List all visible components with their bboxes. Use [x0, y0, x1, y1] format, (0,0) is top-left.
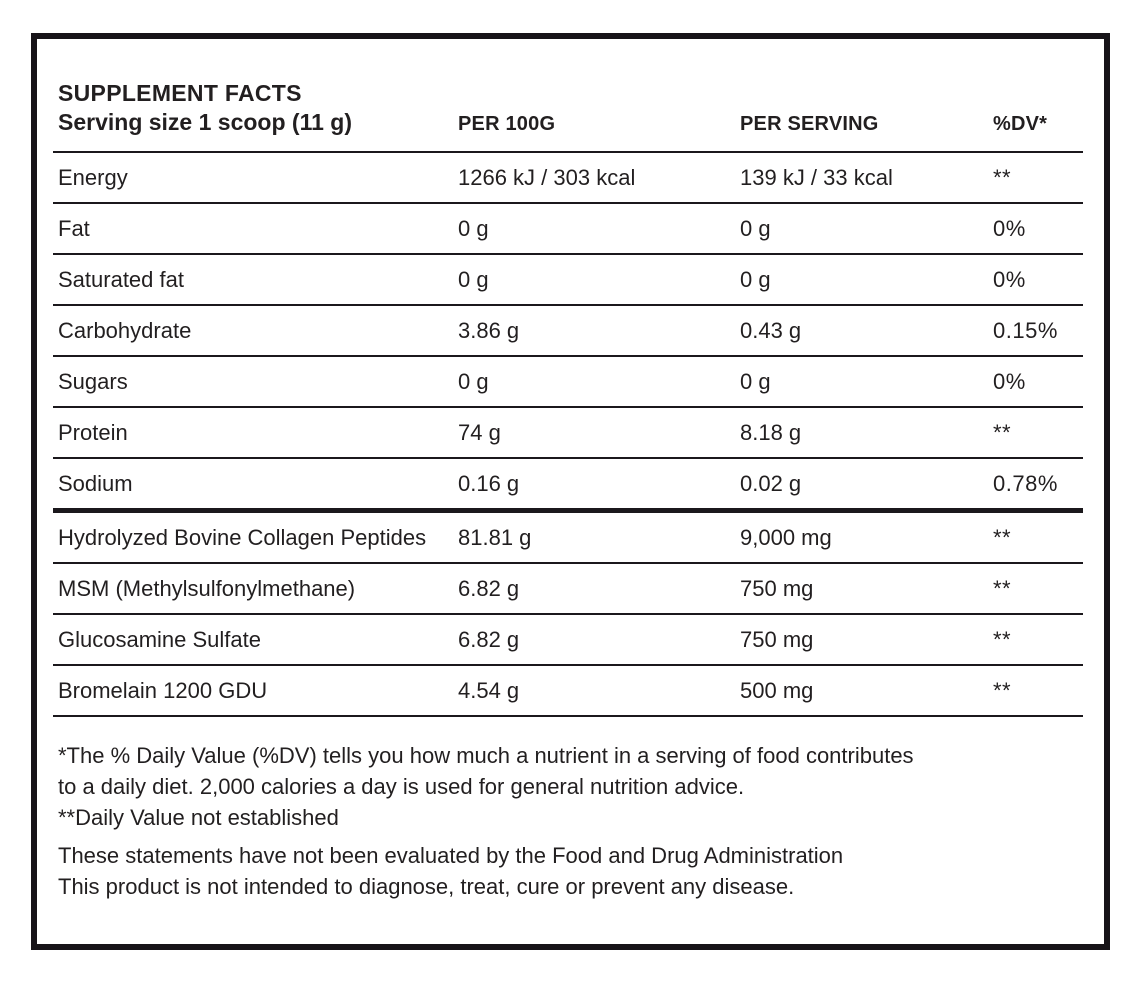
supplement-facts-label: SUPPLEMENT FACTS Serving size 1 scoop (1…	[31, 33, 1110, 950]
value-per-serving: 750 mg	[740, 626, 814, 652]
value-per-serving: 750 mg	[740, 575, 814, 601]
table-row: Fat 0 g 0 g 0%	[53, 204, 1083, 255]
footnote-line: This product is not intended to diagnose…	[58, 874, 795, 899]
value-per-100g: 3.86 g	[458, 317, 520, 343]
nutrient-name: Carbohydrate	[58, 317, 192, 343]
value-per-100g: 74 g	[458, 419, 501, 445]
table-header-row: Serving size 1 scoop (11 g) PER 100G PER…	[53, 109, 1083, 151]
value-per-100g: 0 g	[458, 215, 489, 241]
value-per-serving: 0 g	[740, 368, 771, 394]
nutrient-name: MSM (Methylsulfonylmethane)	[58, 575, 356, 601]
value-dv: **	[993, 164, 1012, 190]
column-header-per-serving: PER SERVING	[740, 113, 879, 135]
value-per-serving: 0.43 g	[740, 317, 802, 343]
nutrient-name: Bromelain 1200 GDU	[58, 677, 268, 703]
table-row: Hydrolyzed Bovine Collagen Peptides 81.8…	[53, 513, 1083, 564]
footnote-line: **Daily Value not established	[58, 805, 339, 830]
table-row: Bromelain 1200 GDU 4.54 g 500 mg **	[53, 666, 1083, 717]
value-dv: **	[993, 419, 1012, 445]
value-per-100g: 1266 kJ / 303 kcal	[458, 164, 636, 190]
value-dv: **	[993, 677, 1012, 703]
nutrient-name: Fat	[58, 215, 90, 241]
value-per-serving: 0.02 g	[740, 470, 802, 496]
table-row: Carbohydrate 3.86 g 0.43 g 0.15%	[53, 306, 1083, 357]
daily-value-footnote: *The % Daily Value (%DV) tells you how m…	[58, 740, 1083, 833]
table-row: Glucosamine Sulfate 6.82 g 750 mg **	[53, 615, 1083, 666]
serving-size: Serving size 1 scoop (11 g)	[58, 109, 352, 135]
nutrient-name: Glucosamine Sulfate	[58, 626, 261, 652]
table-row: Saturated fat 0 g 0 g 0%	[53, 255, 1083, 306]
facts-table: Energy 1266 kJ / 303 kcal 139 kJ / 33 kc…	[53, 151, 1083, 717]
fda-disclaimer: These statements have not been evaluated…	[58, 840, 1083, 902]
nutrient-name: Sodium	[58, 470, 133, 496]
column-header-dv: %DV*	[993, 113, 1048, 135]
value-per-100g: 0 g	[458, 368, 489, 394]
nutrient-name: Hydrolyzed Bovine Collagen Peptides	[58, 524, 427, 550]
footnote-line: These statements have not been evaluated…	[58, 843, 844, 868]
value-dv: 0%	[993, 266, 1026, 292]
table-row: Sugars 0 g 0 g 0%	[53, 357, 1083, 408]
value-per-serving: 139 kJ / 33 kcal	[740, 164, 893, 190]
value-per-100g: 6.82 g	[458, 626, 520, 652]
value-dv: **	[993, 626, 1012, 652]
nutrient-name: Sugars	[58, 368, 128, 394]
footnote-line: to a daily diet. 2,000 calories a day is…	[58, 774, 745, 799]
value-dv: **	[993, 575, 1012, 601]
nutrient-name: Saturated fat	[58, 266, 184, 292]
table-row: Protein 74 g 8.18 g **	[53, 408, 1083, 459]
nutrients-section: Energy 1266 kJ / 303 kcal 139 kJ / 33 kc…	[53, 151, 1083, 513]
value-per-serving: 8.18 g	[740, 419, 802, 445]
table-row: Energy 1266 kJ / 303 kcal 139 kJ / 33 kc…	[53, 153, 1083, 204]
value-dv: 0%	[993, 368, 1026, 394]
value-per-100g: 0.16 g	[458, 470, 520, 496]
nutrient-name: Energy	[58, 164, 128, 190]
footnote-line: *The % Daily Value (%DV) tells you how m…	[58, 743, 914, 768]
value-per-100g: 6.82 g	[458, 575, 520, 601]
footnotes: *The % Daily Value (%DV) tells you how m…	[53, 740, 1083, 902]
value-dv: 0.15%	[993, 317, 1058, 343]
table-row: MSM (Methylsulfonylmethane) 6.82 g 750 m…	[53, 564, 1083, 615]
value-per-100g: 0 g	[458, 266, 489, 292]
value-per-serving: 9,000 mg	[740, 524, 832, 550]
value-per-100g: 4.54 g	[458, 677, 520, 703]
value-dv: **	[993, 524, 1012, 550]
value-dv: 0%	[993, 215, 1026, 241]
value-per-serving: 0 g	[740, 215, 771, 241]
value-per-serving: 0 g	[740, 266, 771, 292]
label-content: SUPPLEMENT FACTS Serving size 1 scoop (1…	[37, 39, 1104, 902]
ingredients-section: Hydrolyzed Bovine Collagen Peptides 81.8…	[53, 513, 1083, 717]
value-dv: 0.78%	[993, 470, 1058, 496]
value-per-serving: 500 mg	[740, 677, 814, 703]
table-row: Sodium 0.16 g 0.02 g 0.78%	[53, 459, 1083, 513]
column-header-per-100g: PER 100G	[458, 113, 556, 135]
nutrient-name: Protein	[58, 419, 128, 445]
value-per-100g: 81.81 g	[458, 524, 532, 550]
label-title: SUPPLEMENT FACTS	[58, 80, 302, 106]
